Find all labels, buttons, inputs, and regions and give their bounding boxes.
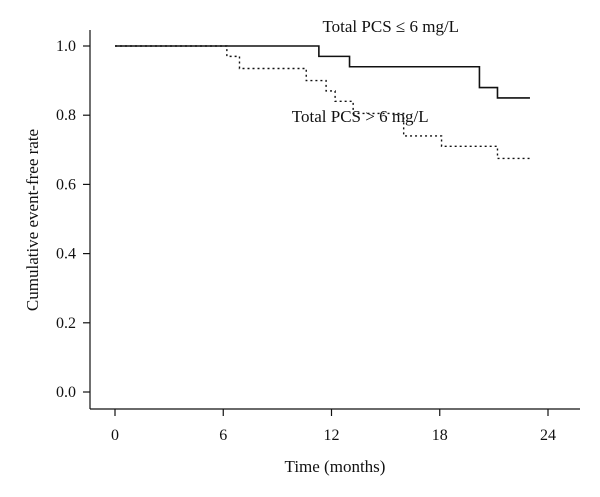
series-label-1: Total PCS ≤ 6 mg/L	[322, 17, 459, 36]
x-tick-label: 24	[540, 427, 556, 444]
y-axis-title: Cumulative event-free rate	[23, 129, 42, 311]
y-tick-label: 0.6	[56, 176, 76, 193]
series-curve-1	[115, 45, 530, 99]
axes	[89, 30, 580, 410]
y-tick-label: 0.0	[56, 384, 76, 401]
y-tick-label: 0.4	[56, 246, 76, 263]
labels: Time (months) Cumulative event-free rate…	[23, 17, 459, 476]
y-tick-label: 0.8	[56, 107, 76, 124]
series-label-2: Total PCS > 6 mg/L	[292, 107, 429, 126]
ticks: 0 6 12 18 24 0.0 0.2 0.4 0.6 0.8 1.0	[56, 38, 556, 444]
series-curve-2	[115, 45, 530, 160]
curves	[115, 45, 530, 160]
y-tick-label: 1.0	[56, 38, 76, 55]
y-tick-label: 0.2	[56, 315, 76, 332]
x-tick-label: 0	[111, 427, 119, 444]
x-axis-title: Time (months)	[285, 457, 386, 476]
x-tick-label: 6	[219, 427, 227, 444]
x-tick-label: 18	[432, 427, 448, 444]
x-tick-label: 12	[324, 427, 340, 444]
